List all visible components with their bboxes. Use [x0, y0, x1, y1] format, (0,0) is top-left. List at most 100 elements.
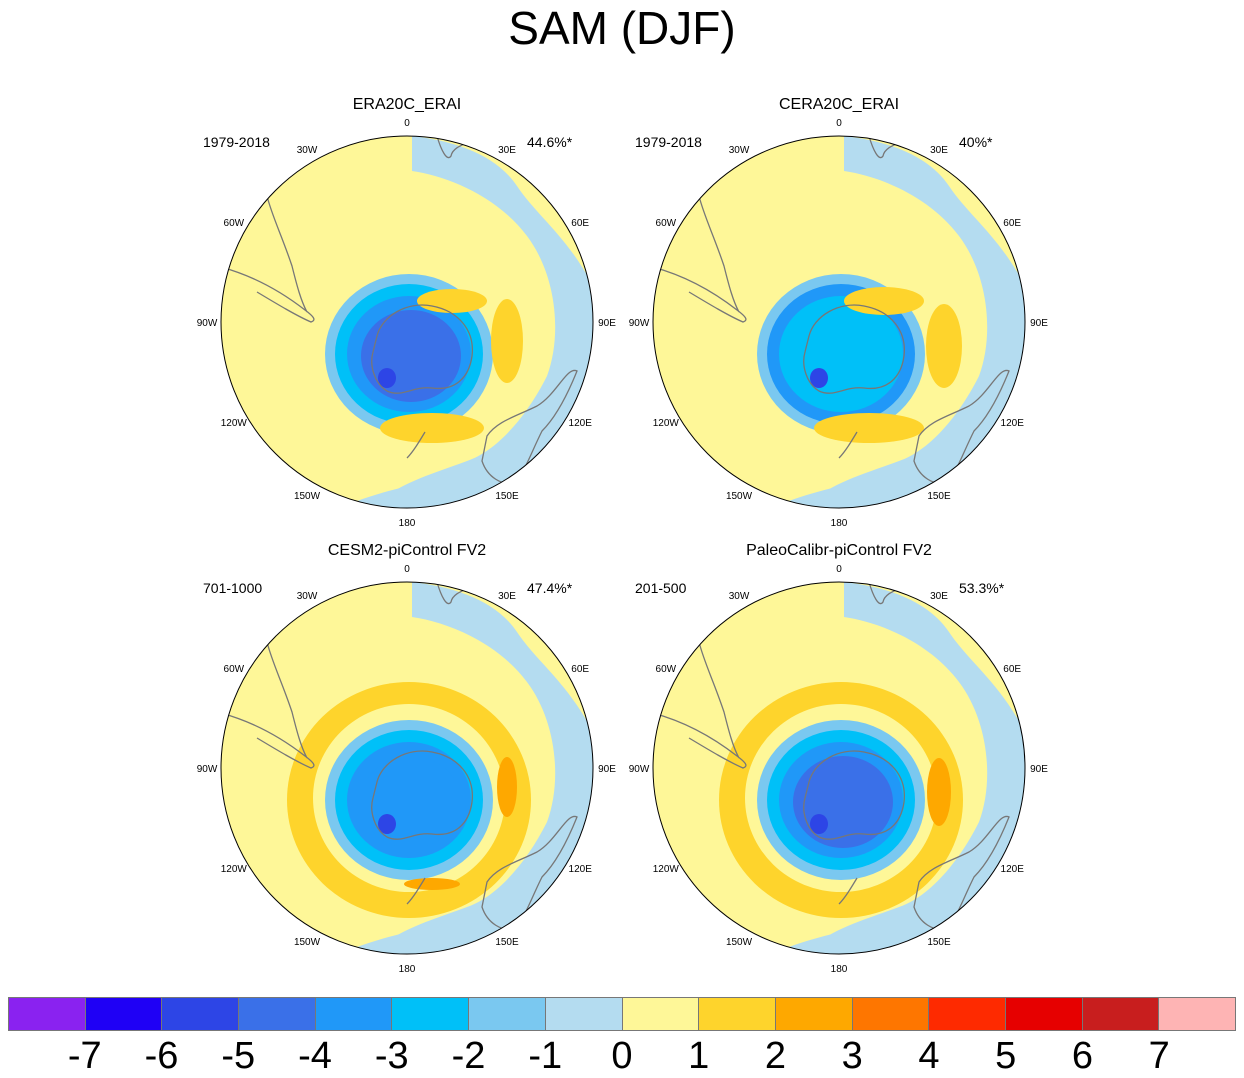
positive-anomaly [380, 413, 484, 443]
longitude-label: 30E [930, 145, 948, 156]
longitude-label: 180 [399, 518, 416, 529]
antarctica-coastline [371, 304, 473, 394]
panel-title: CESM2-piControl FV2 [327, 542, 487, 559]
colorbar-tick-label: 4 [918, 1035, 940, 1077]
new-zealand-coastline [838, 877, 858, 905]
new-zealand-coastline [838, 431, 858, 459]
colorbar-swatch [775, 998, 853, 1030]
negative-minimum [810, 814, 828, 834]
polar-map: 0 30E 60E 90E 120E 150E 180 150W 120W 90W 60W 30W [197, 118, 616, 529]
positive-anomaly [497, 757, 517, 817]
colorbar-swatch [545, 998, 623, 1030]
map-boundary [652, 581, 1026, 955]
colorbar-tick-label: 0 [611, 1035, 633, 1077]
positive-anomaly [927, 758, 951, 826]
longitude-label: 120E [1001, 418, 1025, 429]
colorbar-swatch [162, 998, 240, 1030]
antarctica-coastline [371, 750, 473, 840]
positive-anomaly [926, 304, 962, 388]
colorbar-tick-label: -2 [451, 1035, 486, 1077]
colorbar-tick-label: -5 [221, 1035, 256, 1077]
negative-minimum [378, 814, 396, 834]
longitude-label: 0 [404, 118, 410, 129]
longitude-label: 180 [831, 518, 848, 529]
longitude-label: 120E [569, 418, 593, 429]
polar-map: 0 30E 60E 90E 120E 150E 180 150W 120W 90W 60W 30W [197, 564, 616, 975]
positive-anomaly [814, 413, 924, 443]
panel-period: 701-1000 [203, 580, 263, 596]
longitude-label: 120W [221, 864, 248, 875]
map-panel: PaleoCalibr-piControl FV2 201-500 53.3%*… [629, 542, 1049, 982]
map-panel: CESM2-piControl FV2 701-1000 47.4%* 0 30E… [197, 542, 617, 982]
colorbar-swatch [852, 998, 930, 1030]
colorbar-tick-label: -3 [374, 1035, 409, 1077]
colorbar-swatch [315, 998, 393, 1030]
longitude-label: 0 [836, 118, 842, 129]
colorbar-tick-label: 2 [764, 1035, 787, 1077]
antarctica-coastline [803, 304, 905, 394]
longitude-label: 90W [629, 318, 650, 329]
negative-region-east [799, 582, 1025, 954]
longitude-label: 30W [297, 145, 318, 156]
map-field [653, 582, 1025, 954]
map-panel: ERA20C_ERAI 1979-2018 44.6%* 0 30E 60E 90E 1… [197, 96, 617, 536]
panel-variance: 47.4%* [527, 580, 573, 596]
map-panel: CERA20C_ERAI 1979-2018 40%* 0 30E 60E 90E 12… [629, 96, 1049, 536]
longitude-label: 30E [498, 591, 516, 602]
longitude-label: 180 [831, 964, 848, 975]
longitude-label: 30E [930, 591, 948, 602]
map-field [653, 136, 1025, 508]
colorbar-tick-label: 1 [688, 1035, 710, 1077]
new-zealand-coastline [406, 877, 426, 905]
longitude-label: 150E [927, 491, 951, 502]
panel-title: PaleoCalibr-piControl FV2 [746, 542, 932, 559]
longitude-label: 0 [404, 564, 410, 575]
colorbar-swatch [1005, 998, 1083, 1030]
longitude-label: 30W [729, 591, 750, 602]
longitude-label: 120W [653, 864, 680, 875]
map-boundary [652, 135, 1026, 509]
panel-variance: 40%* [959, 134, 993, 150]
colorbar-swatch [699, 998, 776, 1030]
longitude-label: 120W [653, 418, 680, 429]
longitude-label: 60E [1003, 664, 1021, 675]
longitude-label: 90W [197, 764, 218, 775]
longitude-label: 60E [1003, 218, 1021, 229]
longitude-label: 90E [598, 318, 616, 329]
longitude-label: 120E [1001, 864, 1025, 875]
polar-map: 0 30E 60E 90E 120E 150E 180 150W 120W 90W 60W 30W [629, 118, 1048, 529]
colorbar [8, 997, 1236, 1031]
panel-period: 1979-2018 [635, 134, 702, 150]
colorbar-swatch [469, 998, 546, 1030]
longitude-label: 90E [598, 764, 616, 775]
positive-anomaly [417, 289, 487, 313]
colorbar-swatch [929, 998, 1006, 1030]
longitude-label: 150E [495, 491, 519, 502]
colorbar-tick-label: -6 [144, 1035, 179, 1077]
colorbar-swatch [239, 998, 316, 1030]
negative-minimum [810, 368, 828, 388]
longitude-label: 60W [656, 664, 677, 675]
south-america-coastline [653, 641, 747, 769]
colorbar-swatch [392, 998, 470, 1030]
longitude-label: 150W [294, 937, 321, 948]
colorbar-tick-label: 6 [1071, 1035, 1094, 1077]
positive-anomaly [404, 878, 460, 890]
colorbar-tick-label: 3 [841, 1035, 863, 1077]
longitude-label: 90W [197, 318, 218, 329]
colorbar-swatch [9, 998, 86, 1030]
longitude-label: 150W [726, 491, 753, 502]
colorbar-tick-label: -7 [67, 1035, 102, 1077]
longitude-label: 90W [629, 764, 650, 775]
south-america-coastline [653, 195, 747, 323]
negative-region-east [799, 136, 1025, 508]
panel-period: 201-500 [635, 580, 687, 596]
colorbar-swatch [85, 998, 163, 1030]
south-america-coastline [221, 195, 315, 323]
antarctica-coastline [803, 750, 905, 840]
colorbar-swatch [622, 998, 700, 1030]
longitude-label: 90E [1030, 764, 1048, 775]
longitude-label: 30E [498, 145, 516, 156]
longitude-label: 90E [1030, 318, 1048, 329]
longitude-label: 60W [656, 218, 677, 229]
